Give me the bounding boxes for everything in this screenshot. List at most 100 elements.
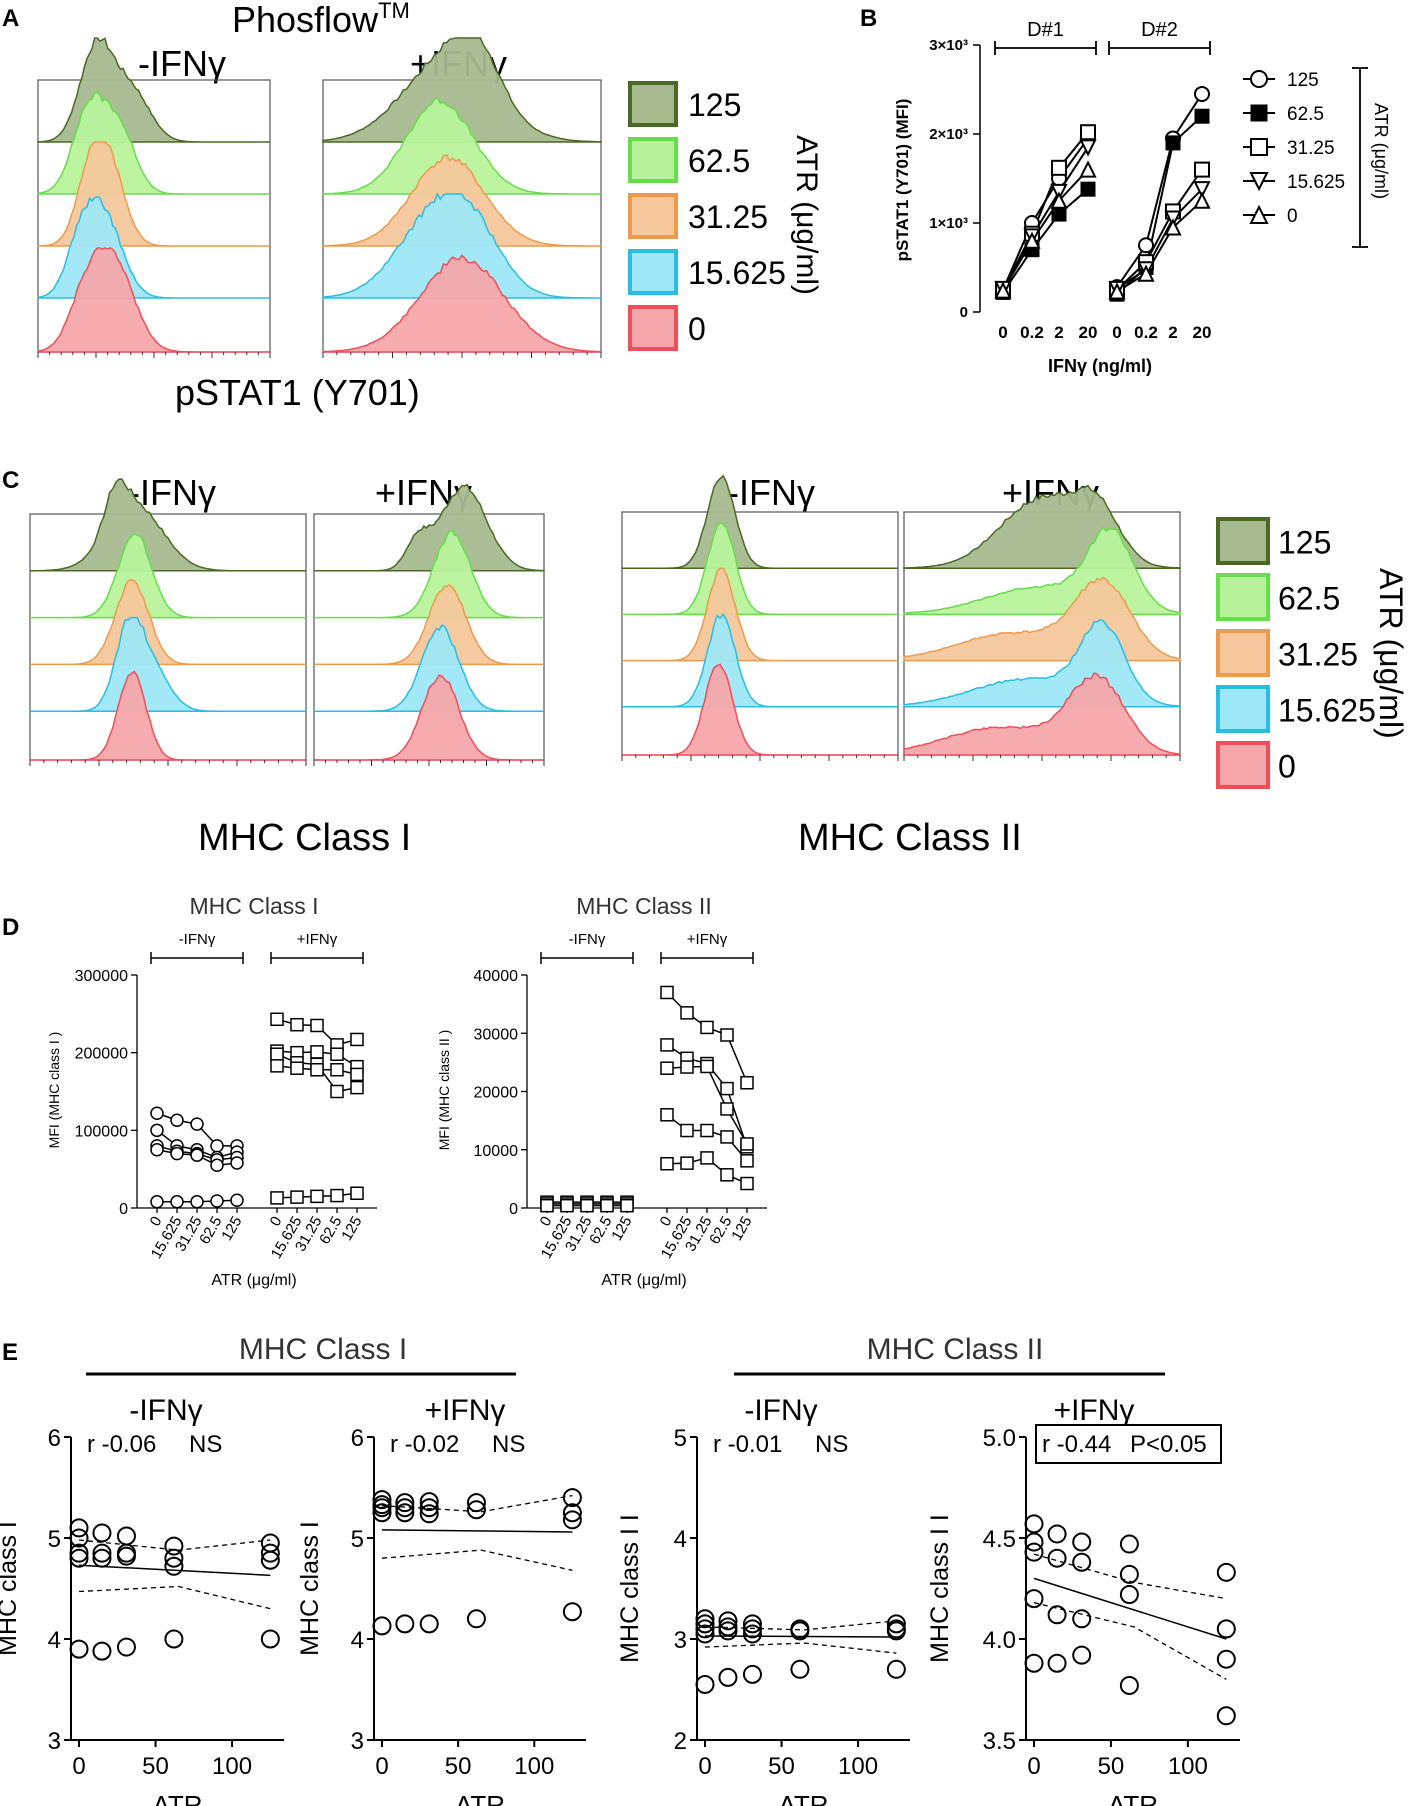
panel-e-point	[395, 1493, 415, 1513]
panel-b-ytick-label: 1×10³	[929, 215, 968, 232]
panel-b-point-0	[1108, 282, 1126, 300]
panel-d-ylabel: MFI (MHC class II )	[436, 1030, 452, 1151]
panel-d-point-minus	[150, 1143, 164, 1157]
panel-b-point-15.625	[1079, 139, 1097, 157]
panel-c-hist-mhcii-minus	[621, 474, 899, 761]
panel-d-point-plus	[680, 1123, 694, 1138]
panel-e-point	[164, 1629, 184, 1649]
panel-b-xtick-label: 20	[1193, 323, 1212, 342]
panel-e-stat: r -0.44	[1042, 1431, 1111, 1458]
panel-a-legend-label-31.25: 31.25	[688, 199, 768, 235]
panel-b-xlabel: IFNγ (ng/ml)	[1048, 356, 1152, 376]
panel-e-xtick-label: 0	[375, 1753, 388, 1780]
panel-e-point	[1072, 1645, 1092, 1665]
panel-d-point-plus	[350, 1032, 364, 1047]
panel-b-ytick-label: 0	[960, 304, 968, 321]
panel-d-point-plus	[270, 1059, 284, 1073]
panel-d-point-minus	[210, 1139, 224, 1153]
panel-e-fit-line	[78, 1564, 271, 1577]
panel-b-line-0	[1116, 200, 1203, 293]
panel-d-point-plus	[660, 985, 674, 1000]
panel-c-legend-label-15.625: 15.625	[1278, 692, 1376, 728]
panel-e-point	[164, 1536, 184, 1556]
panel-e-ytick-label: 2	[674, 1728, 687, 1755]
panel-e-point	[1072, 1609, 1092, 1629]
panel-c-hist-mhcii-minus-histogram-62.5	[622, 521, 898, 616]
panel-e-condition-E1: -IFNγ	[129, 1394, 202, 1427]
panel-b-xtick-label: 20	[1079, 323, 1098, 342]
panel-e-group-title-mhc-i: MHC Class I	[239, 1333, 407, 1366]
panel-b-point-15.625	[1193, 181, 1211, 199]
panel-e-sig: NS	[492, 1431, 525, 1458]
panel-d-ytick-label: 0	[509, 1201, 518, 1218]
panel-c-hist-mhcii-minus-histogram-31.25	[622, 567, 898, 662]
panel-e-point	[562, 1503, 582, 1523]
panel-e-condition-E2: +IFNγ	[425, 1394, 506, 1427]
panel-d-point-minus	[150, 1123, 164, 1138]
panel-d-point-plus	[310, 1063, 324, 1077]
panel-d-point-minus	[170, 1195, 184, 1209]
panel-e-xlabel: ATR	[778, 1790, 828, 1806]
panel-c-hist-mhcii-plus-histogram-15.625	[903, 618, 1181, 708]
panel-b-xtick-label: 2	[1168, 323, 1177, 342]
panel-e-xtick-label: 50	[768, 1753, 795, 1780]
panel-e-point	[466, 1493, 486, 1513]
panel-e-ytick-label: 4.0	[983, 1627, 1016, 1654]
panel-d-ytick-label: 200000	[75, 1046, 128, 1063]
panel-d-point-plus	[700, 1020, 714, 1035]
panel-e-point	[1024, 1589, 1044, 1609]
panel-b-line-31.25	[1116, 169, 1203, 291]
panel-e-point	[742, 1624, 762, 1644]
panel-e-stat: r -0.01	[713, 1431, 782, 1458]
panel-e-point	[372, 1498, 392, 1518]
panel-e-fit-line	[1033, 1577, 1227, 1640]
panel-e-point	[562, 1488, 582, 1508]
panel-d-ytick-label: 40000	[474, 968, 519, 985]
panel-e-point	[695, 1674, 715, 1694]
panel-d-point-plus	[270, 1012, 284, 1027]
panel-d-point-plus	[330, 1047, 344, 1061]
panel-e-point	[1119, 1675, 1139, 1695]
panel-b-line-15.625	[1002, 146, 1089, 290]
panel-d-point-minus	[210, 1194, 224, 1208]
panel-b-line-125	[1116, 93, 1203, 288]
panel-d-point-minus	[540, 1198, 554, 1213]
panel-letter-b: B	[860, 5, 877, 32]
panel-e-point	[790, 1659, 810, 1679]
panel-b-point-125	[1194, 85, 1210, 102]
panel-e-ylabel: MHC class I I	[926, 1514, 954, 1663]
panel-letter-d: D	[2, 914, 19, 941]
panel-c-hist-mhcii-minus-histogram-15.625	[622, 613, 898, 708]
panel-c-hist-mhci-plus-histogram-15.625	[314, 624, 544, 712]
panel-d-point-plus	[660, 1061, 674, 1075]
panel-d-point-minus	[600, 1198, 614, 1213]
panel-a-hist-plus-histogram-0	[322, 254, 602, 353]
panel-c-hist-mhcii-minus-histogram-125	[622, 474, 898, 569]
panel-e-ytick-label: 5.0	[983, 1425, 1016, 1452]
panel-a-legend-label-15.625: 15.625	[688, 255, 786, 291]
panel-d-xlabel: ATR (μg/ml)	[211, 1272, 296, 1289]
panel-e-ytick-label: 4	[48, 1627, 61, 1654]
panel-d-xlabel: ATR (μg/ml)	[601, 1272, 686, 1289]
panel-d-group-label: +IFNγ	[687, 931, 728, 948]
panel-b-legend-label-62.5: 62.5	[1287, 104, 1324, 125]
panel-b-point-62.5	[1165, 135, 1181, 151]
panel-e-ytick-label: 5	[48, 1526, 61, 1553]
panel-b-xtick-label: 2	[1054, 323, 1063, 342]
panel-d-point-plus	[720, 1028, 734, 1042]
panel-d-point-minus	[150, 1106, 164, 1120]
panel-e-ci-lower	[381, 1549, 573, 1571]
panel-e-point	[395, 1498, 415, 1518]
panel-d-point-plus	[290, 1061, 304, 1075]
panel-d-group-label: -IFNγ	[179, 931, 216, 948]
panel-d-point-minus	[170, 1113, 184, 1127]
panel-e-point	[1119, 1534, 1139, 1554]
panel-c-hist-mhci-minus-histogram-62.5	[30, 532, 306, 619]
panel-e-point	[260, 1629, 280, 1649]
panel-letter-a: A	[2, 5, 19, 32]
panel-c-hist-mhci-minus-histogram-31.25	[30, 579, 306, 666]
panel-c-hist-mhcii-minus-histogram-0	[622, 663, 898, 756]
panel-e-point	[1024, 1653, 1044, 1673]
panel-d-point-plus	[270, 1047, 284, 1061]
panel-e-ci-upper	[381, 1494, 573, 1513]
